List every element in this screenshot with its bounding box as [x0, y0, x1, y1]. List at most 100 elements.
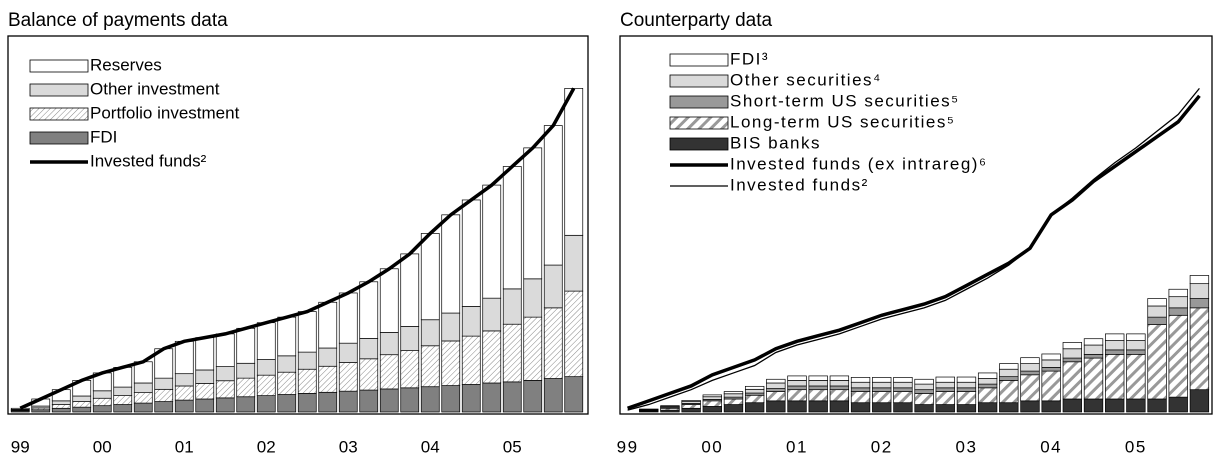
bar-segment [999, 368, 1019, 378]
bar-segment [215, 380, 235, 399]
legend-swatch [29, 131, 89, 145]
bar-segment [808, 389, 828, 402]
bar-segment [359, 337, 379, 360]
bar-segment [808, 375, 828, 381]
bar-segment [359, 389, 379, 413]
x-tick-label: 03 [339, 437, 358, 456]
bar-segment [379, 354, 399, 390]
bar-segment [702, 396, 722, 400]
bar-segment [236, 362, 256, 379]
x-tick-label: 01 [175, 437, 194, 456]
plot-frame [619, 35, 1213, 415]
bar-segment [1147, 298, 1167, 307]
bar-segment [1062, 357, 1083, 363]
bar-segment [872, 387, 892, 392]
bar-segment [482, 382, 502, 413]
bar-segment [256, 374, 276, 396]
chart-title: Counterparty data [620, 10, 773, 31]
bar-segment [133, 402, 153, 413]
x-tick-label: 00 [701, 437, 723, 456]
bar-segment [482, 297, 502, 332]
bar-segment [523, 380, 543, 413]
bar-segment [893, 387, 913, 392]
x-tick-label: 02 [257, 437, 276, 456]
bar-segment [154, 401, 174, 413]
bar-segment [1105, 398, 1125, 413]
bar-segment [51, 404, 71, 409]
bar-segment [564, 88, 584, 236]
bar-segment [400, 326, 420, 351]
bar-segment [72, 395, 92, 402]
bar-segment [977, 402, 998, 413]
bar-segment [379, 388, 399, 413]
legend-swatch [29, 83, 89, 97]
bar-segment [956, 387, 977, 392]
bar-segment [195, 369, 215, 384]
bar-segment [297, 393, 317, 413]
bar-segment [1083, 398, 1104, 413]
bar-segment [523, 316, 543, 381]
bar-segment [72, 406, 92, 413]
bar-segment [766, 378, 786, 384]
bar-segment [543, 264, 563, 309]
bar-segment [935, 387, 955, 392]
bar-segment [999, 402, 1019, 413]
legend-label: Invested funds² [730, 175, 869, 194]
bar-segment [174, 399, 194, 413]
legend-label: Portfolio investment [90, 103, 240, 122]
bar-segment [215, 333, 235, 367]
bar-segment [850, 381, 871, 389]
bar-segment [723, 398, 744, 405]
bar-segment [564, 234, 584, 292]
bar-segment [681, 400, 701, 402]
bar-segment [359, 358, 379, 391]
bar-segment [1062, 348, 1083, 359]
bar-segment [523, 147, 543, 280]
bar-segment [744, 394, 765, 404]
bar-segment [681, 404, 701, 409]
bar-segment [400, 350, 420, 389]
bar-segment [236, 327, 256, 364]
x-tick-label: 05 [503, 437, 522, 456]
bar-segment [702, 406, 722, 413]
bar-segment [893, 381, 913, 389]
bar-segment [956, 376, 977, 383]
bar-segment [1105, 333, 1125, 341]
bar-segment [256, 395, 276, 413]
bar-segment [808, 400, 828, 413]
legend-label: Long-term US securities⁵ [730, 112, 955, 131]
bar-segment [502, 381, 522, 413]
bar-segment [564, 376, 584, 413]
legend-label: Other securities⁴ [730, 70, 882, 89]
bar-segment [277, 371, 297, 395]
bar-segment [215, 397, 235, 413]
bar-segment [1126, 340, 1146, 351]
bar-segment [1041, 359, 1061, 368]
bar-segment [1147, 398, 1167, 413]
line [627, 94, 1201, 410]
bar-segment [1105, 340, 1125, 351]
bar-segment [935, 376, 955, 383]
bar-segment [154, 388, 174, 402]
bar-segment [977, 387, 998, 404]
bar-segment [564, 290, 584, 378]
bar-segment [523, 278, 543, 318]
bar-segment [766, 391, 786, 402]
bar-segment [297, 351, 317, 370]
x-tick-label: 04 [421, 437, 440, 456]
bar-segment [935, 381, 955, 389]
bar-segment [277, 394, 297, 413]
bar-segment [420, 345, 440, 388]
bar-segment [766, 388, 786, 392]
bar-segment [1020, 400, 1040, 413]
bar-segment [1041, 400, 1061, 413]
bar-segment [92, 405, 112, 413]
legend-label: Invested funds² [90, 151, 207, 170]
bar-segment [893, 377, 913, 383]
line [627, 87, 1200, 411]
bar-segment [1062, 361, 1083, 400]
bar-segment [133, 392, 153, 404]
bar-segment [195, 398, 215, 413]
bar-segment [1020, 357, 1040, 364]
bar-segment [1189, 307, 1210, 391]
